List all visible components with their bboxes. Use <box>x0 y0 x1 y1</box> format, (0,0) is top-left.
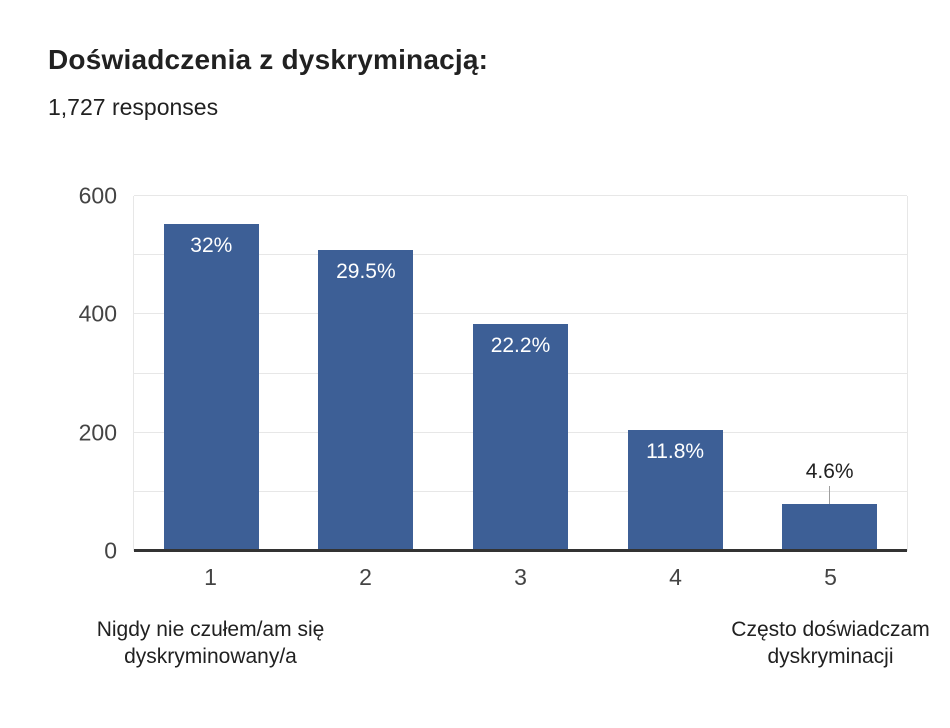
x-axis: 1 2 3 4 5 <box>133 564 908 591</box>
bar: 22.2% <box>472 324 568 551</box>
x-tick-label: 3 <box>514 564 527 590</box>
y-tick-label: 400 <box>78 300 117 327</box>
gridline <box>134 254 907 256</box>
scale-annotation-right: Często doświadczam dyskryminacji <box>731 618 930 668</box>
bar-value-label: 4.6% <box>805 460 854 484</box>
response-count: 1,727 responses <box>48 94 219 120</box>
bar <box>782 504 878 551</box>
bar-value-label: 22.2% <box>490 334 551 358</box>
bar-slot-2: 29.5% <box>289 196 444 551</box>
chart-title: Doświadczenia z dyskryminacją: <box>48 44 489 75</box>
label-leader-line <box>829 486 831 505</box>
bar-slot-1: 32% <box>134 196 289 551</box>
bar-slot-4: 11.8% <box>598 196 753 551</box>
x-tick-label: 1 <box>204 564 217 590</box>
y-tick-label: 0 <box>104 537 117 564</box>
gridline <box>134 313 907 315</box>
bar-value-label: 29.5% <box>336 259 396 283</box>
bar: 32% <box>163 223 259 551</box>
x-tick-label: 4 <box>669 564 682 590</box>
scale-annotation-left: Nigdy nie czułem/am się dyskryminowany/a <box>96 618 325 668</box>
y-axis: 0 200 400 600 <box>0 184 117 562</box>
scale-annotations: Nigdy nie czułem/am się dyskryminowany/a… <box>97 616 930 706</box>
bar: 29.5% <box>318 249 414 551</box>
gridline <box>134 195 907 196</box>
plot-area: 32% 29.5% 22.2% 11.8% 4.6% <box>133 195 908 552</box>
bar: 11.8% <box>627 430 723 551</box>
x-tick-label: 2 <box>359 564 372 590</box>
bar-series: 32% 29.5% 22.2% 11.8% 4.6% <box>134 196 907 551</box>
y-tick-label: 600 <box>78 182 117 209</box>
bar-slot-5: 4.6% <box>752 196 907 551</box>
y-tick-label: 200 <box>78 419 117 446</box>
bar-value-label: 11.8% <box>646 440 705 464</box>
bar-value-label: 32% <box>190 233 233 257</box>
x-axis-baseline <box>134 549 907 552</box>
bar-slot-3: 22.2% <box>443 196 598 551</box>
x-tick-label: 5 <box>824 564 837 590</box>
